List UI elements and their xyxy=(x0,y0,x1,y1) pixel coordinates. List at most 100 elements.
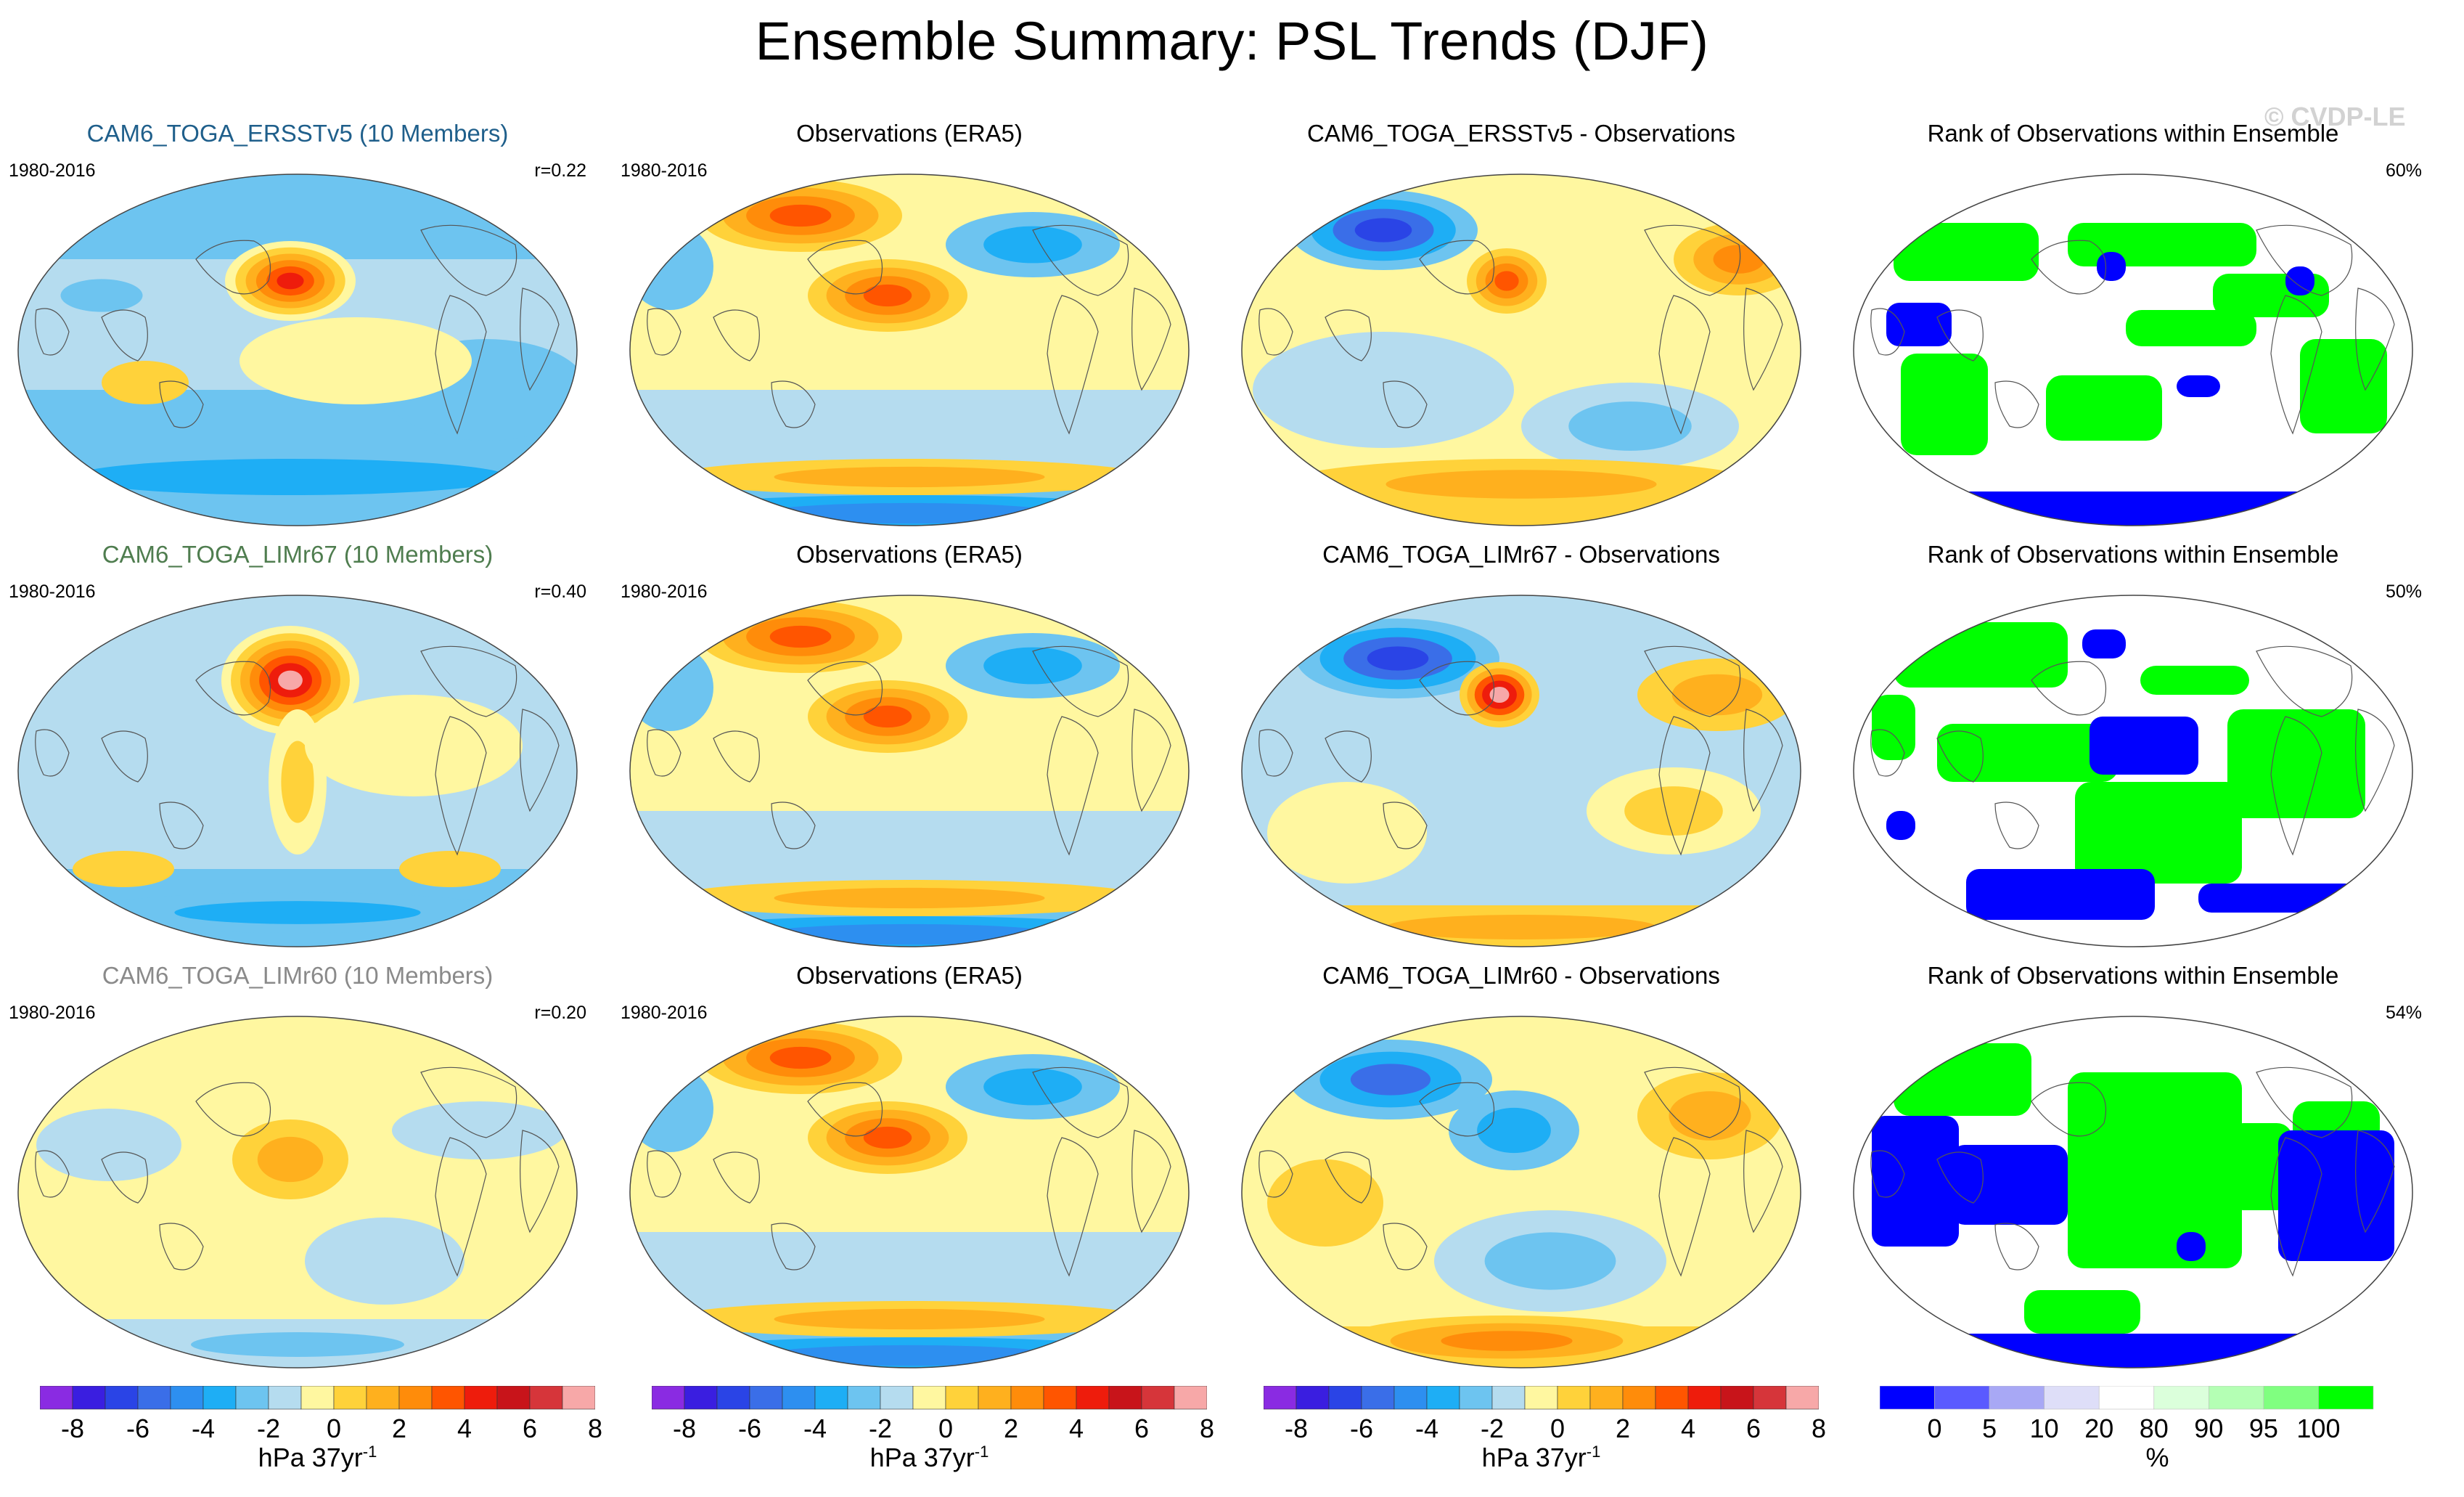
model-title: CAM6_TOGA_LIMr67 (10 Members) xyxy=(102,541,494,568)
coastline xyxy=(2355,709,2395,812)
colorbar-tick-label: 90 xyxy=(2194,1414,2224,1443)
coastline xyxy=(1032,645,1129,717)
colorbar-swatch xyxy=(2209,1386,2264,1410)
contour-blob xyxy=(630,644,713,731)
colorbar-swatch xyxy=(366,1386,400,1410)
years-label: 1980-2016 xyxy=(9,160,96,181)
diff-title: CAM6_TOGA_LIMr60 - Observations xyxy=(1322,962,1720,989)
rank-region-low xyxy=(2285,266,2314,295)
panel-diff-row1: CAM6_TOGA_ERSSTv5 - Observations xyxy=(1238,120,1804,526)
colorbar-swatch xyxy=(1491,1386,1526,1410)
rank-region-low xyxy=(2082,629,2126,658)
coastline xyxy=(1325,1151,1372,1204)
colorbar-tick-label: 0 xyxy=(1927,1414,1942,1443)
rank-region-low xyxy=(2177,1232,2206,1261)
contour-blob xyxy=(305,695,523,796)
contour-blob xyxy=(1441,1331,1573,1351)
panel-model-row1: CAM6_TOGA_ERSSTv5 (10 Members) 1980-2016… xyxy=(9,120,586,526)
rank-title: Rank of Observations within Ensemble xyxy=(1927,120,2339,147)
coastline xyxy=(2256,1066,2353,1138)
coastline xyxy=(713,730,760,783)
coastline xyxy=(2270,1137,2322,1277)
coastline xyxy=(1258,729,1293,777)
coastline xyxy=(1743,1130,1783,1233)
coastline xyxy=(771,1223,816,1270)
colorbar-swatch xyxy=(652,1386,685,1410)
correlation-label: r=0.22 xyxy=(534,160,586,181)
rank-region-low xyxy=(2177,375,2220,397)
colorbar-tick-label: 100 xyxy=(2296,1414,2341,1443)
coastline xyxy=(2256,645,2353,717)
panel-rank-row3: Rank of Observations within Ensemble 54% xyxy=(1850,962,2422,1368)
coastline xyxy=(1383,801,1428,849)
coastline xyxy=(1994,801,2039,849)
coastline xyxy=(713,309,760,362)
coastline xyxy=(1994,380,2039,428)
coastline xyxy=(1870,729,1905,777)
contour-blob xyxy=(630,1065,713,1152)
colorbar-swatch xyxy=(1174,1386,1207,1410)
coastline xyxy=(1870,1150,1905,1198)
coastline xyxy=(2031,1082,2107,1137)
coastline xyxy=(195,240,271,295)
rank-region-low xyxy=(1865,491,2402,526)
coastline xyxy=(420,645,517,717)
psl-difference-map xyxy=(1241,1016,1801,1368)
rank-region-high xyxy=(2024,1290,2140,1334)
watermark: © CVDP-LE xyxy=(2264,102,2406,131)
contour-blob xyxy=(1494,271,1519,291)
rank-region-high xyxy=(1901,354,1988,455)
colorbar-rank: % 0 5 10 20 80 90 95 100 xyxy=(1880,1386,2435,1473)
contour-blob xyxy=(1267,1159,1383,1247)
rank-region-low xyxy=(2097,252,2126,281)
contour-blob xyxy=(1669,1091,1751,1141)
colorbar-swatch xyxy=(1296,1386,1330,1410)
coastline xyxy=(420,224,517,296)
coastline xyxy=(520,287,560,391)
contour-blob xyxy=(277,272,304,290)
rank-region-low xyxy=(2198,884,2358,913)
colorbar-swatch xyxy=(1264,1386,1297,1410)
model-title: CAM6_TOGA_ERSSTv5 (10 Members) xyxy=(86,120,509,147)
colorbar-swatch xyxy=(945,1386,979,1410)
contour-blob xyxy=(761,923,1057,945)
coastline xyxy=(35,729,70,777)
colorbar-tick-label: 10 xyxy=(2029,1414,2059,1443)
coastline xyxy=(1644,224,1741,296)
colorbar-swatch xyxy=(1043,1386,1077,1410)
colorbar-swatch xyxy=(1108,1386,1142,1410)
coastline xyxy=(1325,309,1372,362)
coastline xyxy=(2256,224,2353,296)
colorbar-swatch xyxy=(300,1386,335,1410)
colorbar-swatch xyxy=(202,1386,237,1410)
colorbar-swatch xyxy=(398,1386,433,1410)
rank-region-high xyxy=(1894,622,2068,688)
psl-difference-map xyxy=(1241,174,1801,526)
rank-map xyxy=(1853,1016,2413,1368)
colorbar-tick-label: 2 xyxy=(1003,1414,1019,1443)
colorbar-swatch xyxy=(333,1386,367,1410)
contour-blob xyxy=(1386,470,1657,499)
map-outline xyxy=(1853,595,2413,947)
panel-diff-row3: CAM6_TOGA_LIMr60 - Observations xyxy=(1238,962,1804,1368)
colorbar-swatch xyxy=(684,1386,718,1410)
contour-blob xyxy=(399,851,501,887)
colorbar-tick-label: 8 xyxy=(1811,1414,1827,1443)
map-field xyxy=(630,174,1189,526)
coastline xyxy=(1658,1137,1711,1277)
map-outline xyxy=(629,1016,1190,1368)
panel-diff-row2: CAM6_TOGA_LIMr67 - Observations xyxy=(1238,541,1804,947)
colorbar-swatch xyxy=(268,1386,302,1410)
coastline xyxy=(435,1137,487,1277)
rank-region-low xyxy=(1894,1334,2412,1368)
colorbar-tick-label: -6 xyxy=(1349,1414,1374,1443)
map-field xyxy=(18,595,577,947)
diff-title: CAM6_TOGA_ERSSTv5 - Observations xyxy=(1307,120,1735,147)
colorbar-swatch xyxy=(1426,1386,1460,1410)
colorbar-tick-label: -8 xyxy=(1284,1414,1309,1443)
contour-blob xyxy=(774,466,1045,488)
colorbar-tick-label: 95 xyxy=(2248,1414,2278,1443)
colorbar-tick-label: 4 xyxy=(1068,1414,1084,1443)
colorbar-tick-label: 2 xyxy=(1615,1414,1631,1443)
contour-blob xyxy=(769,1046,832,1069)
